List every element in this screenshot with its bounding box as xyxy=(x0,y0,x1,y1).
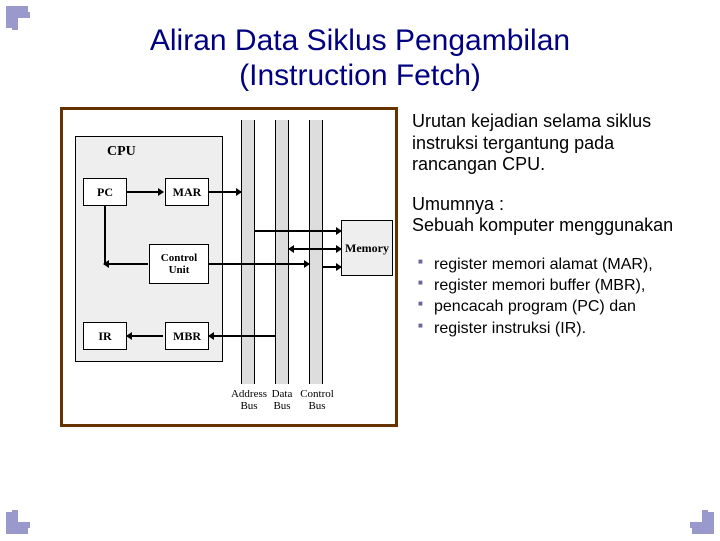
title-line1: Aliran Data Siklus Pengambilan xyxy=(150,24,570,57)
bullet-item: register instruksi (IR). xyxy=(418,319,690,338)
arrow-pc-mar xyxy=(127,191,163,193)
bullet-item: register memori buffer (MBR), xyxy=(418,276,690,295)
bullet-item: register memori alamat (MAR), xyxy=(418,255,690,274)
diagram-frame: CPU PC MAR ControlUnit IR MBR AddressBus… xyxy=(60,107,398,427)
address-bus-label: AddressBus xyxy=(229,388,269,412)
content-row: CPU PC MAR ControlUnit IR MBR AddressBus… xyxy=(0,93,720,427)
slide-title: Aliran Data Siklus Pengambilan (Instruct… xyxy=(0,0,720,93)
text-column: Urutan kejadian selama siklus instruksi … xyxy=(412,107,690,427)
arrow-databus-mbr xyxy=(209,335,275,337)
data-bus-label: DataBus xyxy=(267,388,297,412)
arrow-ctrl-pc xyxy=(104,263,148,265)
control-bus xyxy=(309,120,323,384)
reg-mbr: MBR xyxy=(165,322,209,350)
arrow-mar-addrbus xyxy=(209,191,241,193)
corner-deco-icon xyxy=(676,496,716,536)
cpu-label: CPU xyxy=(107,144,136,160)
address-bus xyxy=(241,120,255,384)
arrow-ctrl-ctrlbus xyxy=(209,263,309,265)
arrow-mbr-ir xyxy=(127,335,163,337)
memory-box: Memory xyxy=(341,220,393,276)
arrow-databus-mem xyxy=(289,248,341,250)
cpu-fetch-diagram: CPU PC MAR ControlUnit IR MBR AddressBus… xyxy=(69,116,389,418)
reg-control-unit: ControlUnit xyxy=(149,244,209,284)
reg-pc: PC xyxy=(83,178,127,206)
line-pc-ctrl xyxy=(104,206,106,264)
paragraph-2: Umumnya : Sebuah komputer menggunakan xyxy=(412,194,690,237)
data-bus xyxy=(275,120,289,384)
arrow-addrbus-mem xyxy=(255,230,341,232)
title-line2: (Instruction Fetch) xyxy=(239,59,481,92)
bullet-list: register memori alamat (MAR), register m… xyxy=(412,255,690,338)
control-bus-label: ControlBus xyxy=(299,388,335,412)
bullet-item: pencacah program (PC) dan xyxy=(418,297,690,316)
paragraph-1: Urutan kejadian selama siklus instruksi … xyxy=(412,111,690,176)
arrow-ctrlbus-mem xyxy=(323,266,341,268)
corner-deco-icon xyxy=(4,496,44,536)
reg-ir: IR xyxy=(83,322,127,350)
reg-mar: MAR xyxy=(165,178,209,206)
corner-deco-icon xyxy=(4,4,44,44)
